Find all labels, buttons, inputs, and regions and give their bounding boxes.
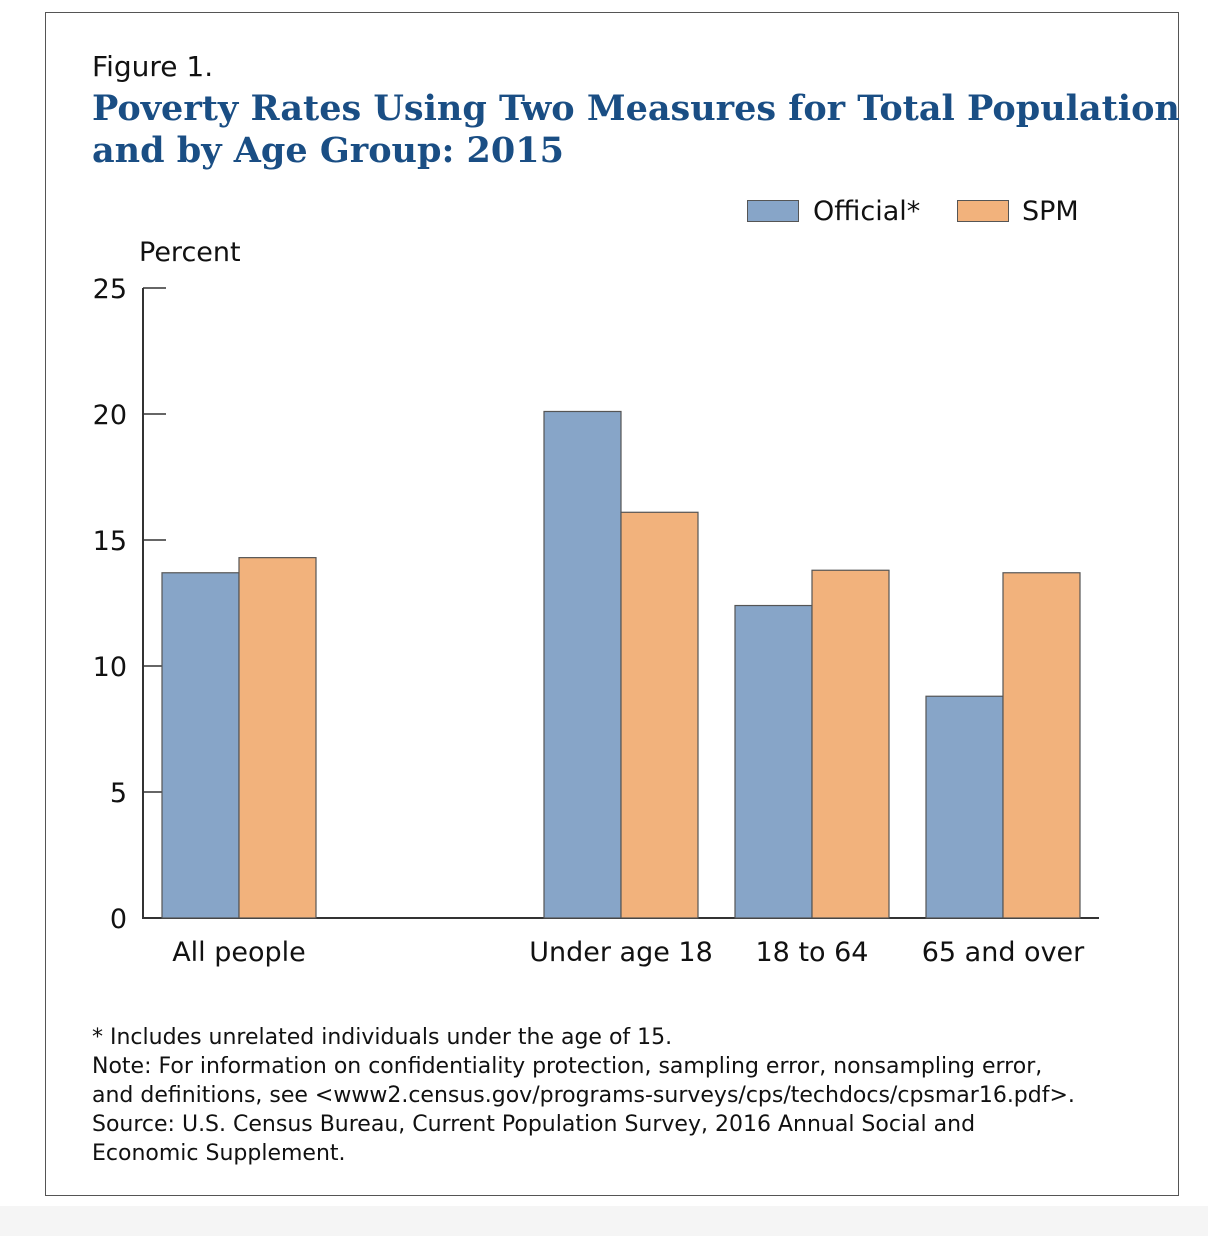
x-tick-label: Under age 18 [529,937,713,968]
title-line-1: Poverty Rates Using Two Measures for Tot… [92,88,1180,129]
bar-spm [811,569,890,919]
x-tick-label: 65 and over [922,937,1085,968]
footnote-line: * Includes unrelated individuals under t… [92,1025,673,1050]
footnote-line: Source: U.S. Census Bureau, Current Popu… [92,1112,976,1137]
bar-official [161,572,240,919]
y-tick-label: 10 [93,652,127,683]
title-line-2: and by Age Group: 2015 [92,130,564,171]
legend-label-spm: SPM [1022,196,1079,227]
y-tick-label: 0 [110,904,127,935]
legend-swatch-official [747,200,799,222]
bar-spm [238,557,317,919]
y-tick-label: 15 [93,526,127,557]
bar-spm [1002,572,1081,919]
footnote-line: and definitions, see <www2.census.gov/pr… [92,1083,1075,1108]
x-tick-label: 18 to 64 [756,937,869,968]
chart-title: Poverty Rates Using Two Measures for Tot… [92,88,1180,172]
figure-frame [45,12,1179,1196]
legend-label-official: Official* [813,196,921,227]
y-axis-label: Percent [139,237,241,268]
footnote-line: Economic Supplement. [92,1141,346,1166]
y-tick-label: 5 [110,778,127,809]
bar-official [734,604,813,919]
bar-chart: 0 5 10 15 20 25 All people Under age 18 18 to 64… [93,274,1099,968]
y-tick-label: 20 [93,400,127,431]
bar-spm [620,511,699,919]
page-bottom [0,1206,1208,1236]
footnote-line: Note: For information on confidentiality… [92,1054,1043,1079]
legend-swatch-spm [957,200,1009,222]
bar-official [925,695,1004,919]
x-tick-label: All people [172,937,306,968]
y-tick-label: 25 [93,274,127,305]
bar-official [543,410,622,919]
figure-label: Figure 1. [92,50,214,83]
